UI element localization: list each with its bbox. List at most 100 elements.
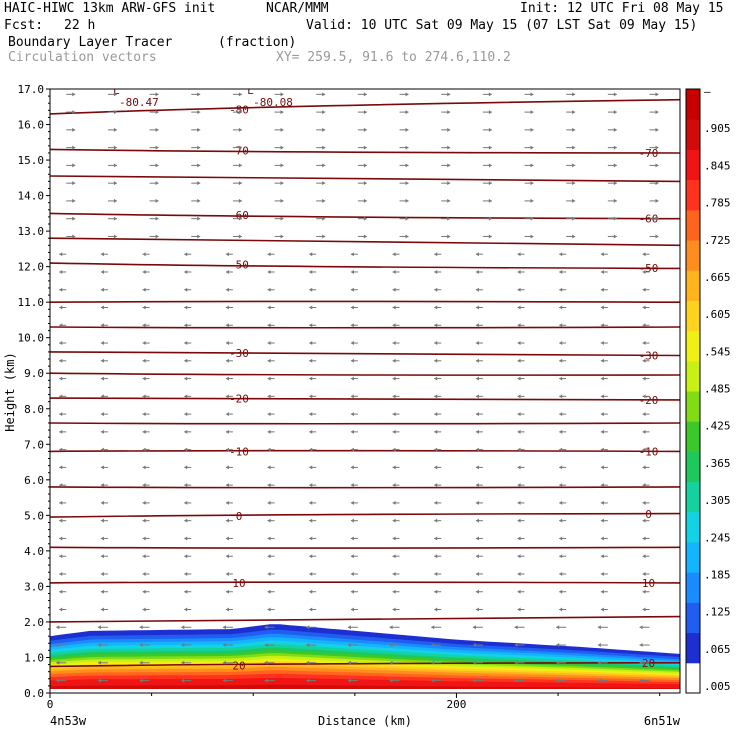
vector-arrow xyxy=(309,287,317,292)
vector-arrow xyxy=(392,589,400,594)
y-tick-label: 10.0 xyxy=(18,332,45,345)
temperature-contour xyxy=(50,372,680,376)
vector-arrow xyxy=(600,554,608,559)
vector-arrow xyxy=(184,269,192,274)
vector-arrow xyxy=(100,589,108,594)
vector-arrow xyxy=(350,358,358,363)
contour-label: -80 xyxy=(229,104,249,117)
vector-arrow xyxy=(639,643,650,648)
vector-arrow xyxy=(649,216,659,221)
vector-arrow xyxy=(184,394,192,399)
vector-arrow xyxy=(184,429,192,434)
vector-arrow xyxy=(316,127,326,132)
vector-arrow xyxy=(600,536,608,541)
vector-arrow xyxy=(607,163,617,168)
vector-arrow xyxy=(222,643,233,648)
vector-arrow xyxy=(274,127,284,132)
vector-arrow xyxy=(642,518,650,523)
temperature-contour xyxy=(50,148,680,154)
vector-arrow xyxy=(309,589,317,594)
vector-arrow xyxy=(142,465,150,470)
vector-arrow xyxy=(107,127,117,132)
vector-arrow xyxy=(475,269,483,274)
vector-arrow xyxy=(392,252,400,257)
vector-arrow xyxy=(434,589,442,594)
y-tick-label: 14.0 xyxy=(18,190,45,203)
vector-arrow xyxy=(100,465,108,470)
vector-arrow xyxy=(607,145,617,150)
vector-arrow xyxy=(267,376,275,381)
vector-arrow xyxy=(309,518,317,523)
vector-arrow xyxy=(524,92,534,97)
low-marker: L xyxy=(113,84,120,97)
vector-arrow xyxy=(559,305,567,310)
vector-arrow xyxy=(225,412,233,417)
vector-arrow xyxy=(642,607,650,612)
vector-arrow xyxy=(392,269,400,274)
colorbar-swatch xyxy=(686,542,700,573)
vector-arrow xyxy=(267,500,275,505)
vector-arrow xyxy=(59,252,67,257)
vector-arrow xyxy=(517,394,525,399)
temperature-contour xyxy=(50,397,680,401)
vector-arrow xyxy=(475,536,483,541)
vector-arrow xyxy=(191,127,201,132)
vector-arrow xyxy=(309,252,317,257)
vector-arrow xyxy=(225,465,233,470)
colorbar-tick-label: .425 xyxy=(704,420,731,433)
vector-arrow xyxy=(517,447,525,452)
contour-label: -50 xyxy=(639,262,659,275)
vector-arrow xyxy=(566,163,576,168)
vector-arrow xyxy=(100,323,108,328)
forecast-label: Fcst: xyxy=(4,18,44,33)
vector-arrow xyxy=(100,554,108,559)
vector-arrow xyxy=(597,660,608,665)
vector-arrow xyxy=(600,518,608,523)
vector-arrow xyxy=(566,145,576,150)
vector-arrow xyxy=(434,412,442,417)
vector-arrow xyxy=(149,110,159,115)
vector-arrow xyxy=(142,341,150,346)
vector-arrow xyxy=(482,92,492,97)
vector-arrow xyxy=(267,554,275,559)
vector-arrow xyxy=(434,287,442,292)
vector-arrow xyxy=(184,287,192,292)
vector-arrow xyxy=(306,643,317,648)
vector-arrow xyxy=(232,145,242,150)
field-name: Boundary Layer Tracer xyxy=(8,35,173,50)
vector-arrow xyxy=(482,181,492,186)
vector-arrow xyxy=(649,92,659,97)
vector-arrow xyxy=(642,358,650,363)
vector-arrow xyxy=(517,305,525,310)
vector-arrow xyxy=(149,127,159,132)
vector-arrow xyxy=(642,287,650,292)
vector-arrow xyxy=(232,198,242,203)
vector-arrow xyxy=(559,412,567,417)
vector-arrow xyxy=(149,181,159,186)
vector-arrow xyxy=(267,483,275,488)
vector-arrow xyxy=(142,518,150,523)
vector-arrow xyxy=(642,376,650,381)
vector-arrow xyxy=(142,500,150,505)
vector-arrow xyxy=(357,181,367,186)
vector-arrow xyxy=(350,252,358,257)
vector-arrow xyxy=(357,110,367,115)
colorbar-tick-label: .545 xyxy=(704,345,731,358)
colorbar: .005 .065 .125 .185 .245 .305 .365 .425 .485 .545… xyxy=(685,85,731,694)
vector-arrow xyxy=(517,429,525,434)
vector-arrow xyxy=(392,518,400,523)
vector-arrow xyxy=(517,536,525,541)
vector-arrow xyxy=(649,145,659,150)
vector-arrow xyxy=(309,429,317,434)
colorbar-swatch xyxy=(686,360,700,392)
vector-arrow xyxy=(649,234,659,239)
vector-arrow xyxy=(607,198,617,203)
vector-arrow xyxy=(274,110,284,115)
vector-arrow xyxy=(434,571,442,576)
vector-arrow xyxy=(357,163,367,168)
vector-arrow xyxy=(59,394,67,399)
vector-arrow xyxy=(107,163,117,168)
vector-arrow xyxy=(559,341,567,346)
temperature-contour xyxy=(50,546,680,549)
vector-arrow xyxy=(642,589,650,594)
